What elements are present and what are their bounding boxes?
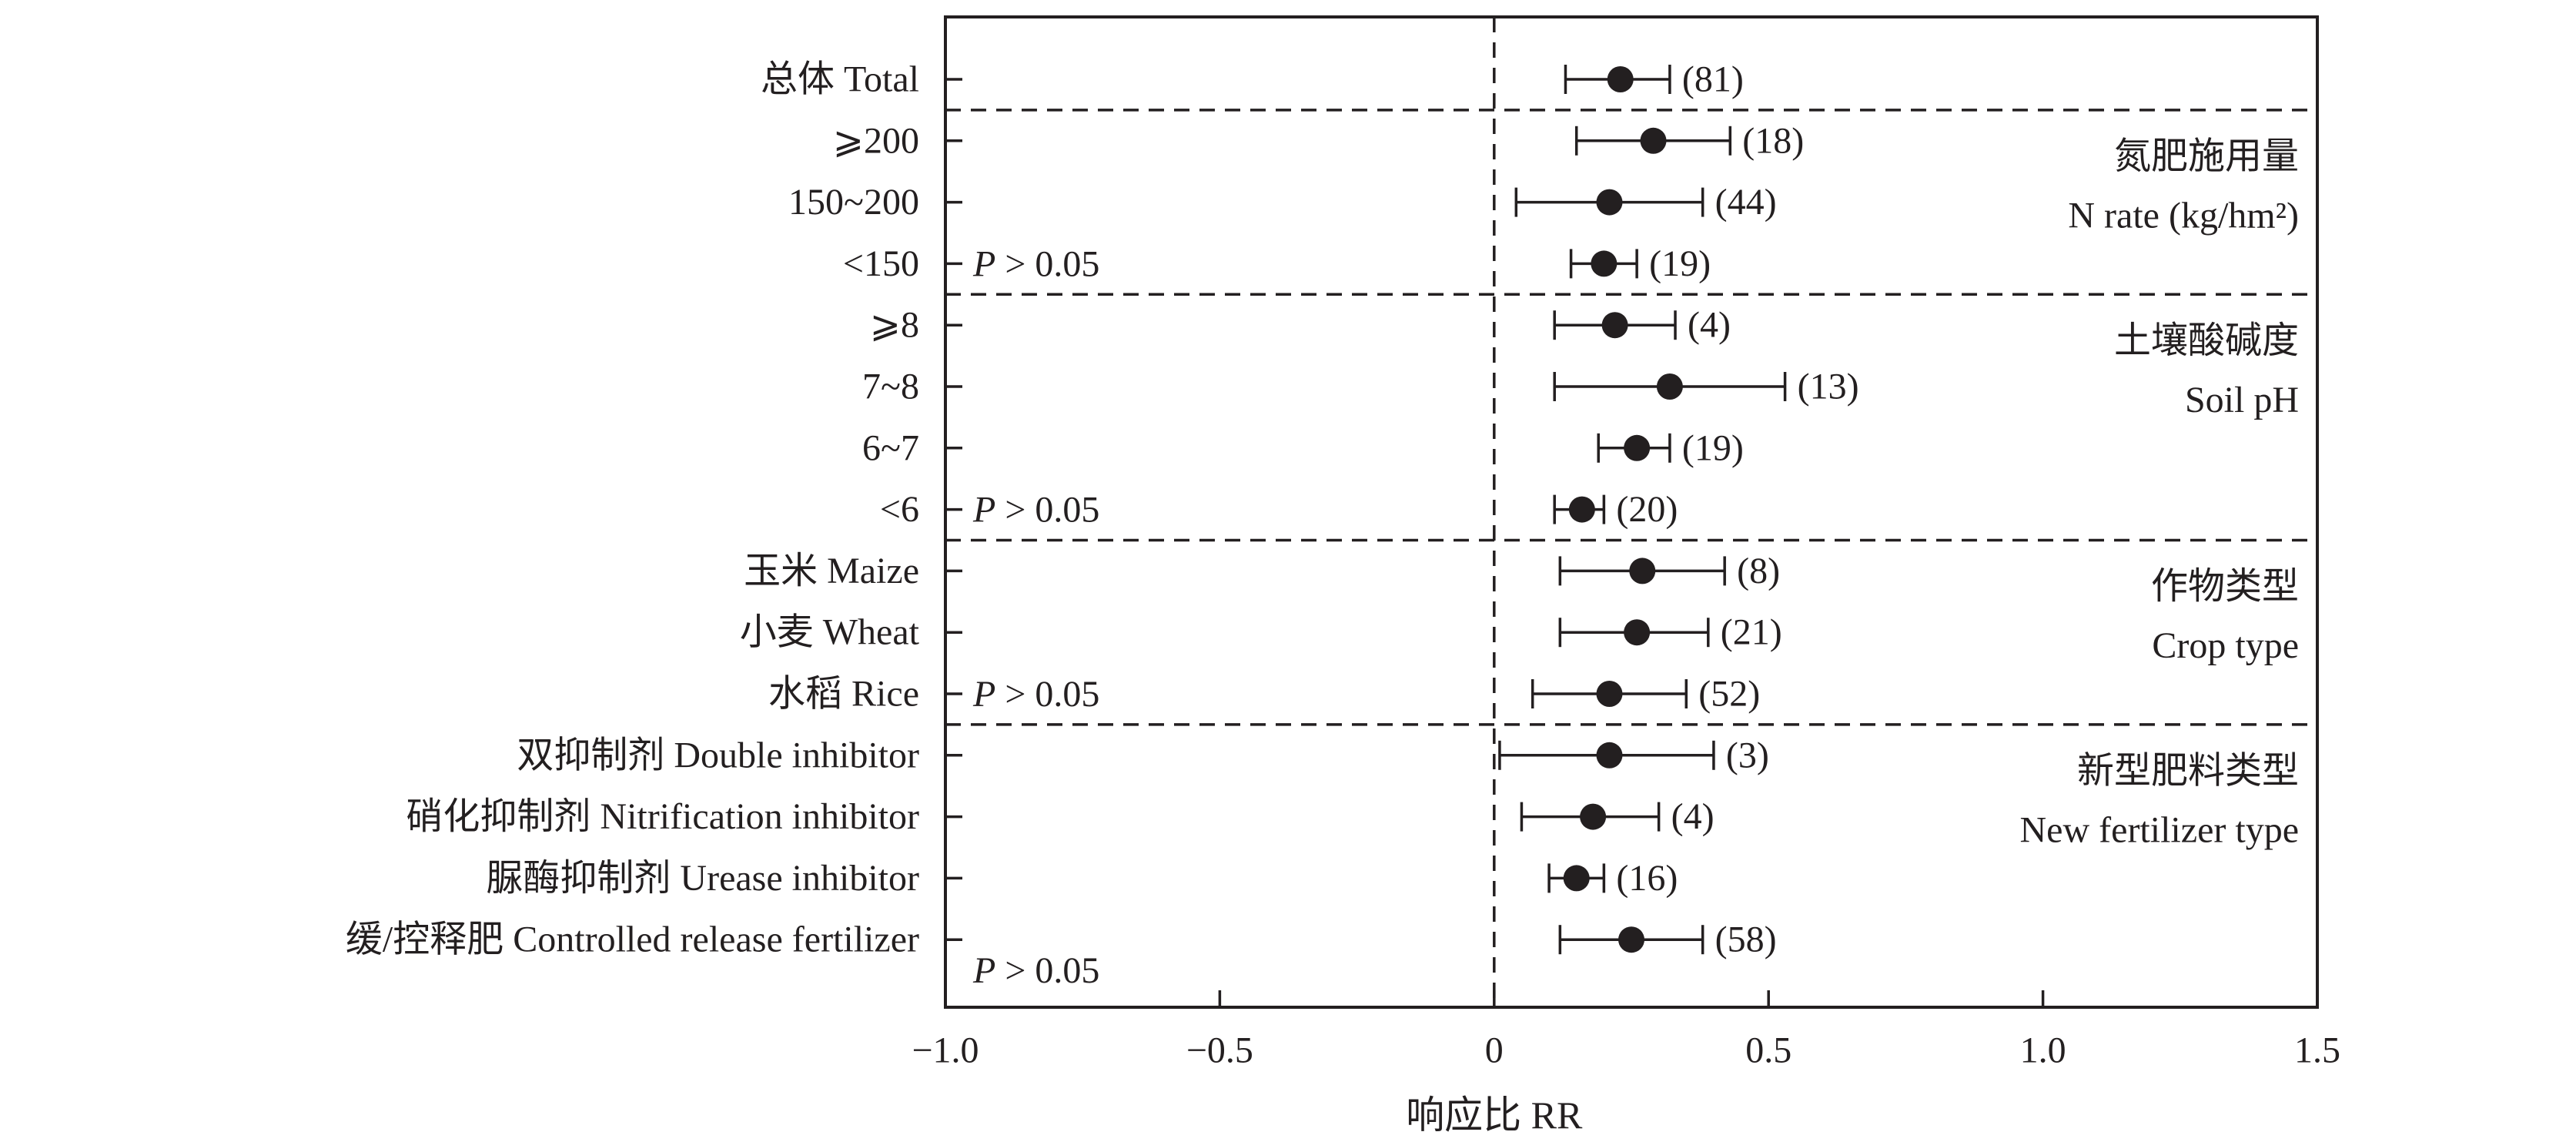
x-tick-label: 1.0 <box>2020 1030 2066 1071</box>
category-label: 硝化抑制剂 Nitrification inhibitor <box>406 796 919 837</box>
point-estimate <box>1629 558 1656 584</box>
p-value-rest: > 0.05 <box>995 950 1099 991</box>
plot-area: 总体 Total (81) ⩾200 (18) 150~200 (44) <150 (19) ⩾… <box>346 15 2340 1137</box>
point-estimate <box>1591 250 1618 277</box>
group-title-en: Soil pH <box>2185 380 2299 420</box>
group-p-value: P > 0.05 <box>972 489 1099 530</box>
point-estimate <box>1580 803 1607 830</box>
point-estimate <box>1624 434 1651 461</box>
p-value-rest: > 0.05 <box>995 243 1099 284</box>
point-estimate <box>1563 865 1590 892</box>
point-estimate <box>1607 66 1634 92</box>
category-label: 玉米 Maize <box>744 551 919 591</box>
sample-size-label: (58) <box>1715 919 1777 960</box>
category-label: 双抑制剂 Double inhibitor <box>517 735 919 775</box>
sample-size-label: (18) <box>1742 120 1804 161</box>
category-label: 150~200 <box>788 182 919 223</box>
p-value-symbol: P <box>972 243 995 284</box>
x-tick-label: −1.0 <box>912 1030 979 1071</box>
group-p-value: P > 0.05 <box>972 243 1099 284</box>
point-estimate <box>1624 619 1651 646</box>
sample-size-label: (3) <box>1726 735 1769 775</box>
p-value-rest: > 0.05 <box>995 489 1099 530</box>
x-tick-label: 0.5 <box>1745 1030 1791 1071</box>
x-axis-label: 响应比 RR <box>1406 1093 1583 1137</box>
category-label: <150 <box>843 243 919 284</box>
p-value-symbol: P <box>972 950 995 991</box>
category-label: 缓/控释肥 Controlled release fertilizer <box>346 919 919 960</box>
point-estimate <box>1601 312 1628 339</box>
category-label: 小麦 Wheat <box>740 612 920 653</box>
category-label: 水稻 Rice <box>768 674 919 715</box>
p-value-rest: > 0.05 <box>995 674 1099 715</box>
group-title-cn: 土壤酸碱度 <box>2114 320 2299 361</box>
group-title-cn: 作物类型 <box>2151 566 2299 607</box>
sample-size-label: (4) <box>1671 796 1715 837</box>
x-tick-label: −0.5 <box>1186 1030 1253 1071</box>
category-label: 脲酶抑制剂 Urease inhibitor <box>486 858 919 899</box>
point-estimate <box>1640 127 1667 154</box>
point-estimate <box>1656 373 1683 400</box>
point-estimate <box>1618 926 1644 953</box>
sample-size-label: (16) <box>1616 858 1678 899</box>
sample-size-label: (44) <box>1715 182 1777 223</box>
sample-size-label: (52) <box>1698 674 1760 715</box>
group-title-cn: 氮肥施用量 <box>2114 136 2299 176</box>
point-estimate <box>1596 189 1623 216</box>
category-label: 6~7 <box>862 427 919 468</box>
category-label: 总体 Total <box>761 59 919 100</box>
x-tick-label: 1.5 <box>2294 1030 2340 1071</box>
category-label: ⩾200 <box>833 120 919 161</box>
group-title-en: New fertilizer type <box>2020 809 2299 850</box>
plot-frame <box>944 15 2319 1009</box>
point-estimate <box>1596 681 1623 707</box>
sample-size-label: (13) <box>1798 367 1859 407</box>
group-p-value: P > 0.05 <box>972 674 1099 715</box>
x-tick-label: 0 <box>1485 1030 1504 1071</box>
group-title-en: Crop type <box>2152 625 2299 666</box>
category-label: ⩾8 <box>870 305 919 346</box>
sample-size-label: (4) <box>1688 305 1731 346</box>
sample-size-label: (21) <box>1721 612 1782 653</box>
sample-size-label: (20) <box>1616 489 1678 530</box>
point-estimate <box>1596 742 1623 769</box>
group-title-en: N rate (kg/hm²) <box>2068 195 2299 236</box>
sample-size-label: (19) <box>1649 243 1711 284</box>
p-value-symbol: P <box>972 489 995 530</box>
group-title-cn: 新型肥料类型 <box>2077 750 2299 791</box>
point-estimate <box>1568 496 1595 523</box>
category-label: <6 <box>880 489 919 530</box>
sample-size-label: (81) <box>1682 59 1744 100</box>
sample-size-label: (8) <box>1737 551 1780 591</box>
p-value-symbol: P <box>972 674 995 715</box>
group-p-value: P > 0.05 <box>972 950 1099 991</box>
category-label: 7~8 <box>862 367 919 407</box>
sample-size-label: (19) <box>1682 427 1744 468</box>
